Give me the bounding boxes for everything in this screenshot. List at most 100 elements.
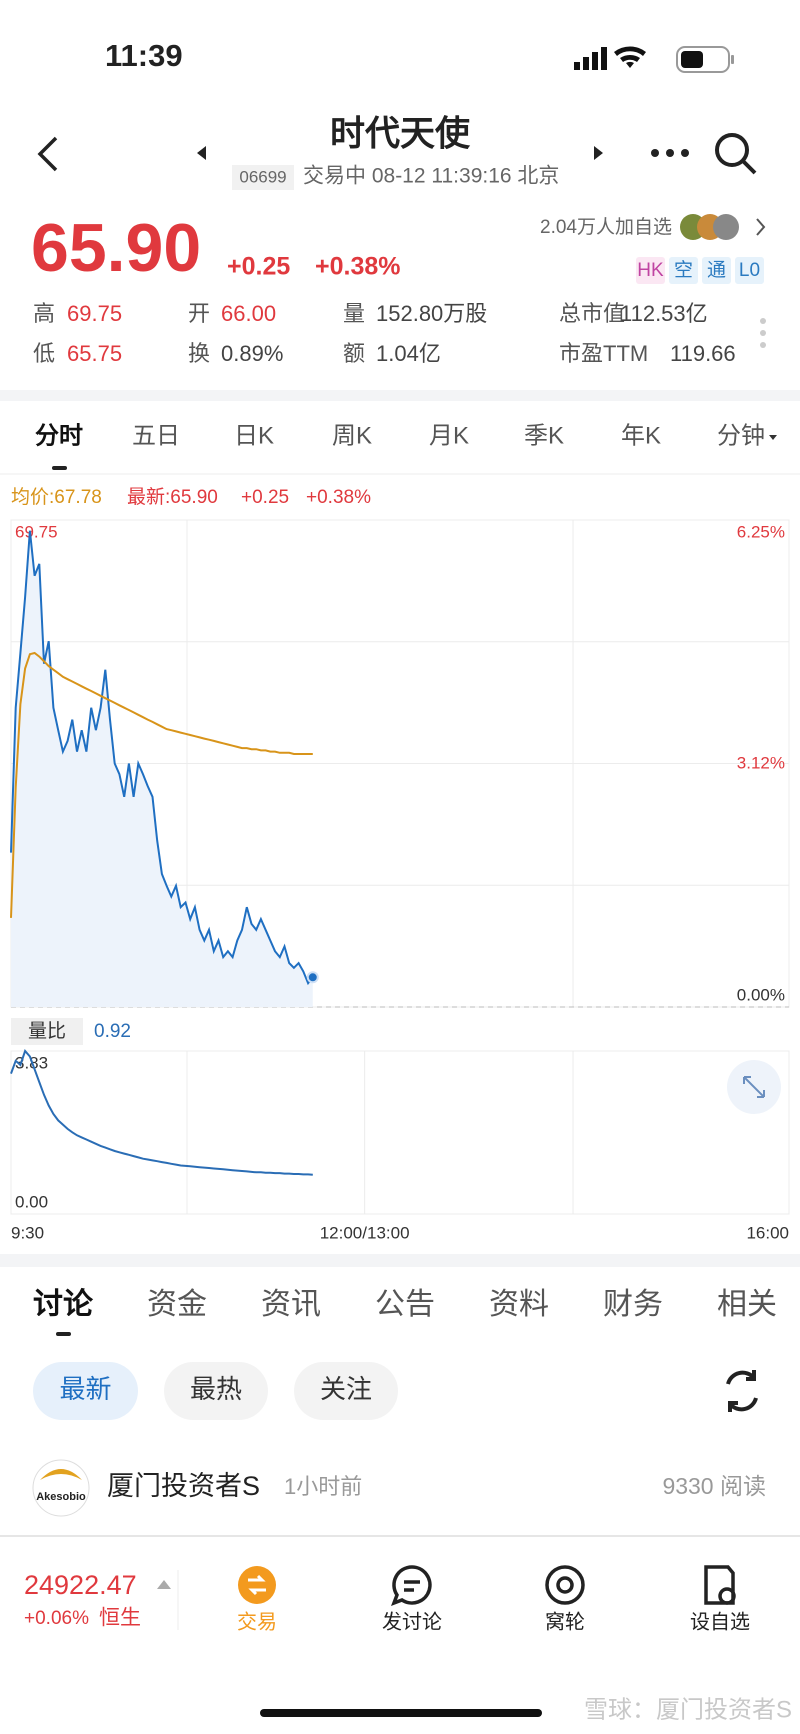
legend-volume-ratio: 量比 [28, 1020, 66, 1042]
tab-indicator [56, 1332, 71, 1336]
trade-icon-glyph [248, 1574, 266, 1596]
chart-tabs: 分时 五日 日K 周K 月K 季K 年K 分钟 [35, 422, 777, 449]
tag: 通 [707, 259, 726, 281]
chart-tab[interactable]: 季K [524, 422, 564, 449]
post-author[interactable]: 厦门投资者S [107, 1471, 260, 1501]
action-label[interactable]: 发讨论 [382, 1610, 442, 1633]
filter-label: 最新 [59, 1374, 111, 1404]
trade-icon[interactable] [238, 1566, 276, 1604]
tag-bg [669, 257, 698, 284]
stat-value: 66.00 [221, 301, 276, 326]
legend-volume-value: 0.92 [94, 1021, 131, 1042]
action-label[interactable]: 窝轮 [545, 1610, 585, 1633]
series-line [10, 651, 313, 918]
post-time: 1小时前 [284, 1474, 362, 1499]
stat-label: 额 [343, 341, 365, 366]
y-tick-label: 69.75 [15, 522, 58, 541]
y-tick-label: 0.00 [15, 1192, 48, 1211]
legend-avg: 均价:67.78 [11, 486, 102, 508]
legend-box [11, 1018, 83, 1045]
status-time: 11:39 [105, 38, 183, 73]
stat-label: 总市值 [559, 301, 625, 326]
chart-tab[interactable]: 分钟 [717, 422, 765, 449]
next-stock[interactable] [594, 146, 603, 160]
chart-tab[interactable]: 周K [332, 422, 372, 449]
legend-change-pct: +0.38% [306, 487, 371, 508]
action-label[interactable]: 设自选 [690, 1610, 750, 1633]
discussion-tab[interactable]: 资讯 [261, 1288, 321, 1321]
watcher-avatars [680, 214, 739, 240]
last-point [306, 971, 319, 984]
stat-value: 112.53亿 [620, 301, 708, 326]
section-gap [0, 1254, 800, 1267]
discussion-tab[interactable]: 资金 [147, 1288, 207, 1321]
filter-label: 最热 [190, 1374, 242, 1404]
refresh-button[interactable] [726, 1370, 758, 1412]
legend-change: +0.25 [241, 487, 289, 508]
trade-status: 交易中 08-12 11:39:16 北京 [303, 165, 559, 188]
stat-value: 69.75 [67, 301, 122, 326]
tab-indicator [52, 466, 67, 470]
discussion-tabs: 讨论 资金 资讯 公告 资料 财务 相关 [33, 1288, 777, 1321]
chart-tab[interactable]: 五日 [132, 422, 180, 449]
index-arrow [157, 1580, 171, 1589]
tag: HK [637, 260, 664, 281]
chart-tab[interactable]: 月K [429, 422, 469, 449]
stock-name: 时代天使 [330, 114, 471, 153]
discussion-tab[interactable]: 相关 [717, 1288, 777, 1321]
action-icons [391, 1565, 736, 1606]
discussion-tab[interactable]: 公告 [375, 1288, 435, 1321]
price: 65.90 [31, 210, 201, 286]
filter-pill[interactable] [164, 1362, 268, 1420]
post-avatar[interactable] [32, 1459, 90, 1517]
filter-pill[interactable] [33, 1362, 138, 1420]
section-gap [0, 390, 800, 401]
x-tick-label: 12:00/13:00 [320, 1223, 410, 1242]
series-line [10, 530, 314, 986]
chart-tab[interactable]: 分时 [35, 422, 83, 449]
x-tick-label: 16:00 [746, 1223, 789, 1242]
y2-tick-label: 3.12% [737, 753, 785, 772]
index-value[interactable]: 24922.47 [24, 1570, 137, 1600]
filter-pill[interactable] [294, 1362, 398, 1420]
tag: L0 [739, 260, 760, 281]
stat-value: 1.04亿 [376, 341, 441, 366]
index-name: 恒生 [99, 1607, 141, 1630]
more-button[interactable] [651, 149, 689, 157]
tag: 空 [674, 259, 693, 281]
stat-label: 换 [188, 341, 210, 366]
tag-bg [702, 257, 731, 284]
chart-tab[interactable]: 年K [621, 422, 661, 449]
chart-tab[interactable]: 日K [234, 422, 274, 449]
plot-frame [10, 1050, 790, 1215]
stat-label: 开 [188, 301, 210, 326]
stats-more[interactable] [760, 318, 766, 348]
price-change: +0.25 [227, 253, 290, 281]
filters: 最新 最热 关注 [33, 1362, 398, 1420]
back-button[interactable] [37, 136, 58, 172]
avatar-logo [40, 1469, 82, 1480]
home-indicator [260, 1709, 542, 1717]
stock-code: 06699 [239, 167, 286, 186]
expand-icon [743, 1076, 765, 1098]
post-reads: 9330 阅读 [662, 1473, 766, 1499]
tags: HK 空通 L0 [636, 257, 764, 284]
action-label[interactable]: 交易 [237, 1610, 277, 1633]
prev-stock[interactable] [197, 146, 206, 160]
watchers[interactable]: 2.04万人加自选 [540, 216, 672, 238]
discussion-tab[interactable]: 资料 [489, 1288, 549, 1321]
search-button[interactable] [715, 133, 757, 175]
stat-value: 119.66 [670, 341, 736, 366]
watchers-arrow[interactable] [756, 218, 766, 236]
stat-label: 高 [33, 301, 55, 326]
stat-label: 市盈TTM [559, 341, 648, 366]
filter-label: 关注 [320, 1374, 372, 1404]
y2-tick-label: 0.00% [737, 985, 785, 1004]
series-line [10, 1049, 313, 1176]
stat-label: 量 [343, 301, 365, 326]
stat-label: 低 [33, 341, 55, 366]
discussion-tab[interactable]: 讨论 [33, 1288, 94, 1321]
discussion-tab[interactable]: 财务 [603, 1288, 663, 1321]
